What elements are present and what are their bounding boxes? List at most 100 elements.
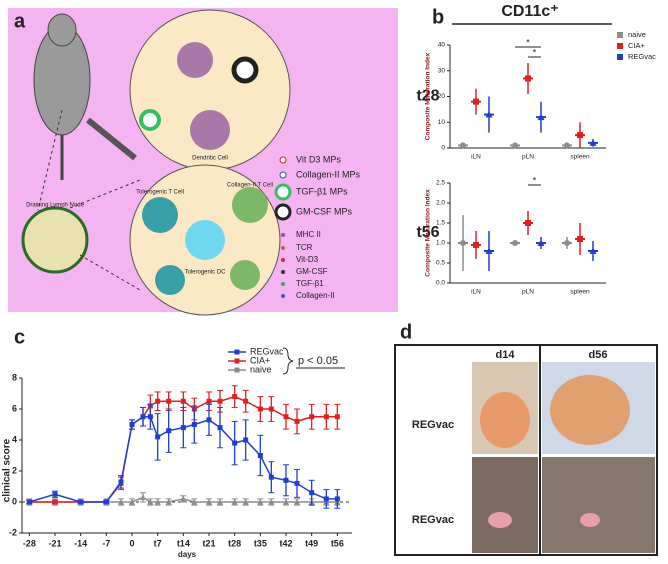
legend-symbol: [281, 258, 285, 262]
x-tick-label: spleen: [570, 289, 590, 296]
y-axis-title: Composite Maturation Index: [425, 189, 432, 277]
row-header: REGvac: [412, 514, 454, 526]
mouse-head: [47, 13, 77, 47]
point: [257, 453, 263, 458]
point: [460, 142, 466, 149]
x-tick-label: t14: [177, 538, 190, 548]
point: [294, 499, 300, 505]
legend-text: CIA+: [250, 355, 270, 365]
tgf-particle: [139, 109, 161, 131]
point: [155, 434, 161, 440]
connector: [69, 179, 141, 209]
point: [334, 496, 340, 502]
cell-label: Collagen-II T Cell: [227, 183, 273, 189]
legend-symbol: [281, 233, 285, 237]
point: [537, 239, 545, 246]
cell-label: Dendritic Cell: [192, 156, 228, 162]
point: [268, 499, 275, 505]
legend-swatch: [617, 32, 623, 38]
legend-symbol: [274, 183, 292, 201]
lymph-node: [21, 206, 89, 274]
point: [206, 499, 212, 505]
point: [180, 398, 186, 404]
legend-text: TGF-β1 MPs: [296, 186, 348, 196]
x-tick-label: t7: [154, 538, 162, 548]
photo-paw: [580, 513, 600, 527]
point: [564, 240, 570, 246]
point: [206, 417, 212, 423]
legend-text: Collagen-II MPs: [296, 169, 361, 179]
x-tick-label: iLN: [471, 154, 481, 161]
panel-label: d: [400, 321, 412, 343]
y-tick-label: 4: [12, 434, 17, 444]
point: [118, 499, 124, 505]
y-tick-label: 1.5: [436, 220, 445, 227]
panel-label: a: [14, 10, 26, 32]
y-tick-label: 0: [12, 496, 17, 506]
brace: [282, 347, 294, 375]
legend-text: REGvac: [628, 52, 656, 61]
point: [460, 240, 466, 246]
point: [323, 496, 329, 502]
legend-text: REGvac: [250, 346, 284, 356]
panel-d-frame: [394, 344, 658, 556]
sig-star: *: [533, 47, 537, 57]
x-tick-label: -14: [74, 538, 87, 548]
point: [512, 240, 518, 246]
point: [154, 499, 161, 505]
dendritic-cell: [177, 42, 213, 78]
point: [473, 242, 479, 248]
point: [78, 499, 84, 505]
y-tick-label: 2: [12, 465, 17, 475]
panel-title: CD11c⁺: [501, 3, 558, 20]
t-cell: [230, 260, 260, 290]
x-tick-label: t28: [228, 538, 241, 548]
point: [577, 132, 583, 139]
x-tick-label: -7: [102, 538, 110, 548]
point: [334, 414, 340, 420]
y-tick-label: 20: [438, 93, 446, 100]
y-tick-label: 6: [12, 403, 17, 413]
legend-text: Collagen-II: [296, 291, 335, 300]
y-axis-title: Composite Maturation Index: [425, 52, 432, 140]
x-tick-label: t21: [202, 538, 215, 548]
tolerogenic-dc: [185, 220, 225, 260]
point: [485, 111, 493, 118]
point: [140, 414, 146, 420]
point: [268, 406, 274, 412]
legend-text: CIA+: [628, 41, 646, 50]
sig-star: *: [533, 175, 537, 185]
point: [147, 414, 153, 420]
point: [180, 425, 186, 431]
x-tick-label: 0: [129, 538, 134, 548]
legend-marker: [234, 358, 240, 364]
point: [589, 139, 597, 146]
point: [257, 406, 263, 412]
point: [217, 425, 223, 431]
x-tick-label: pLN: [522, 154, 534, 161]
point: [283, 477, 289, 483]
y-tick-label: 30: [438, 67, 446, 74]
row-title: t28: [416, 88, 439, 105]
row-title: t56: [416, 224, 439, 241]
x-tick-label: t56: [331, 538, 344, 548]
point: [268, 474, 274, 480]
legend-text: naive: [628, 30, 646, 39]
row-header: REGvac: [412, 419, 454, 431]
legend-swatch: [617, 54, 623, 60]
point: [217, 398, 223, 404]
cell-label: Tolerogenic T Cell: [136, 190, 184, 196]
point: [155, 398, 161, 404]
cell-label: Tolerogenic DC: [184, 270, 226, 276]
point: [294, 480, 300, 486]
photo-paw: [550, 375, 630, 445]
point: [191, 499, 198, 505]
point: [140, 494, 146, 500]
point: [217, 499, 223, 505]
x-tick-label: t42: [279, 538, 292, 548]
panel-a: [8, 8, 398, 316]
y-tick-label: 0.0: [436, 280, 445, 287]
legend-text: Vit D3 MPs: [296, 154, 341, 164]
t-cell: [142, 197, 178, 233]
